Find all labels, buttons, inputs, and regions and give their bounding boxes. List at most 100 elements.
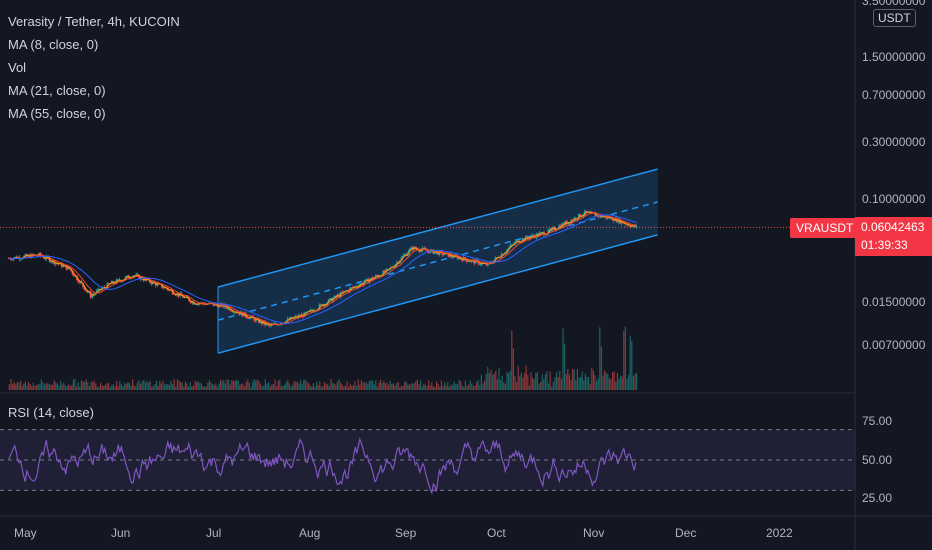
candle-body — [236, 312, 239, 314]
candle-body — [217, 305, 219, 308]
volume-bar — [229, 384, 231, 390]
volume-bar — [440, 380, 443, 390]
volume-bar — [496, 379, 499, 390]
volume-bar — [122, 386, 124, 390]
volume-bar — [156, 380, 158, 390]
volume-bar — [231, 379, 233, 390]
volume-bar — [226, 379, 228, 390]
volume-bar — [218, 383, 220, 390]
candle-body — [584, 210, 586, 215]
volume-bar — [247, 379, 249, 390]
volume-bar — [439, 386, 441, 390]
volume-bar — [450, 384, 452, 390]
volume-bar — [629, 336, 631, 390]
volume-bar — [127, 382, 129, 390]
candle-body — [496, 257, 498, 259]
candle-body — [414, 246, 417, 249]
volume-bar — [309, 385, 311, 390]
indicator-ma8[interactable]: MA (8, close, 0) — [8, 37, 99, 52]
volume-bar — [416, 379, 419, 390]
volume-bar — [55, 382, 57, 390]
volume-bar — [239, 384, 241, 390]
volume-bar — [136, 382, 139, 390]
volume-bar — [71, 385, 73, 390]
volume-bar — [184, 381, 187, 390]
candle-body — [552, 227, 554, 229]
volume-bar — [304, 379, 307, 390]
candle-body — [518, 242, 521, 243]
candle-body — [318, 304, 321, 309]
volume-bar — [400, 385, 403, 390]
candle-body — [107, 283, 110, 284]
channel-fill — [218, 169, 658, 354]
volume-bar — [471, 383, 473, 390]
rsi-legend[interactable]: RSI (14, close) — [8, 405, 94, 420]
candle-body — [433, 252, 436, 254]
volume-bar — [464, 380, 467, 390]
volume-bar — [408, 384, 411, 390]
volume-bar — [269, 386, 271, 390]
volume-bar — [434, 386, 436, 390]
candle-body — [20, 258, 22, 260]
volume-bar — [594, 375, 596, 390]
volume-bar — [316, 381, 318, 390]
volume-bar — [517, 365, 519, 390]
volume-bar — [42, 382, 44, 390]
volume-bar — [349, 383, 351, 390]
candle-body — [577, 214, 580, 219]
volume-bar — [399, 386, 401, 390]
volume-bar — [431, 382, 433, 390]
volume-bar — [544, 374, 547, 390]
volume-bar — [154, 384, 156, 390]
volume-bar — [436, 381, 438, 390]
volume-bar — [95, 383, 97, 390]
candle-body — [473, 259, 476, 264]
candle-body — [537, 233, 539, 236]
candle-body — [259, 320, 262, 323]
volume-bar — [372, 380, 374, 390]
volume-bar — [597, 377, 599, 390]
volume-bar — [200, 383, 203, 390]
indicator-ma21[interactable]: MA (21, close, 0) — [8, 83, 106, 98]
volume-bar — [242, 383, 244, 390]
candle-body — [364, 279, 366, 283]
candle-body — [154, 282, 157, 286]
volume-bar — [573, 369, 575, 390]
volume-bar — [624, 326, 627, 390]
candle-body — [382, 270, 385, 276]
candle-body — [92, 294, 95, 295]
indicator-vol[interactable]: Vol — [8, 60, 27, 75]
volume-bar — [356, 386, 358, 390]
volume-bar — [354, 381, 356, 390]
volume-bar — [303, 379, 305, 390]
symbol-title[interactable]: Verasity / Tether, 4h, KUCOIN — [8, 14, 180, 29]
candle-body — [112, 281, 115, 284]
currency-badge[interactable]: USDT — [873, 9, 916, 27]
candle-body — [13, 256, 16, 259]
volume-bar — [69, 385, 71, 390]
volume-bar — [244, 386, 246, 390]
volume-bar — [109, 386, 111, 390]
candle-body — [150, 282, 153, 284]
volume-bar — [194, 380, 196, 390]
candle-body — [574, 217, 577, 220]
channel-lower-line — [217, 234, 658, 354]
candle-body — [44, 258, 47, 260]
volume-bar — [12, 383, 14, 390]
candle-body — [253, 317, 256, 322]
volume-bar — [79, 386, 81, 390]
indicator-ma55[interactable]: MA (55, close, 0) — [8, 106, 106, 121]
volume-bar — [293, 381, 295, 390]
volume-bar — [120, 384, 123, 390]
volume-bar — [618, 378, 620, 390]
candle-body — [247, 317, 250, 319]
volume-bar — [130, 385, 132, 390]
volume-bar — [460, 381, 462, 390]
volume-bar — [108, 383, 110, 390]
volume-bar — [426, 385, 428, 390]
volume-bar — [541, 374, 543, 390]
volume-bar — [276, 386, 278, 390]
rsi-level-label: 75.00 — [862, 414, 893, 428]
volume-bar — [362, 382, 364, 390]
